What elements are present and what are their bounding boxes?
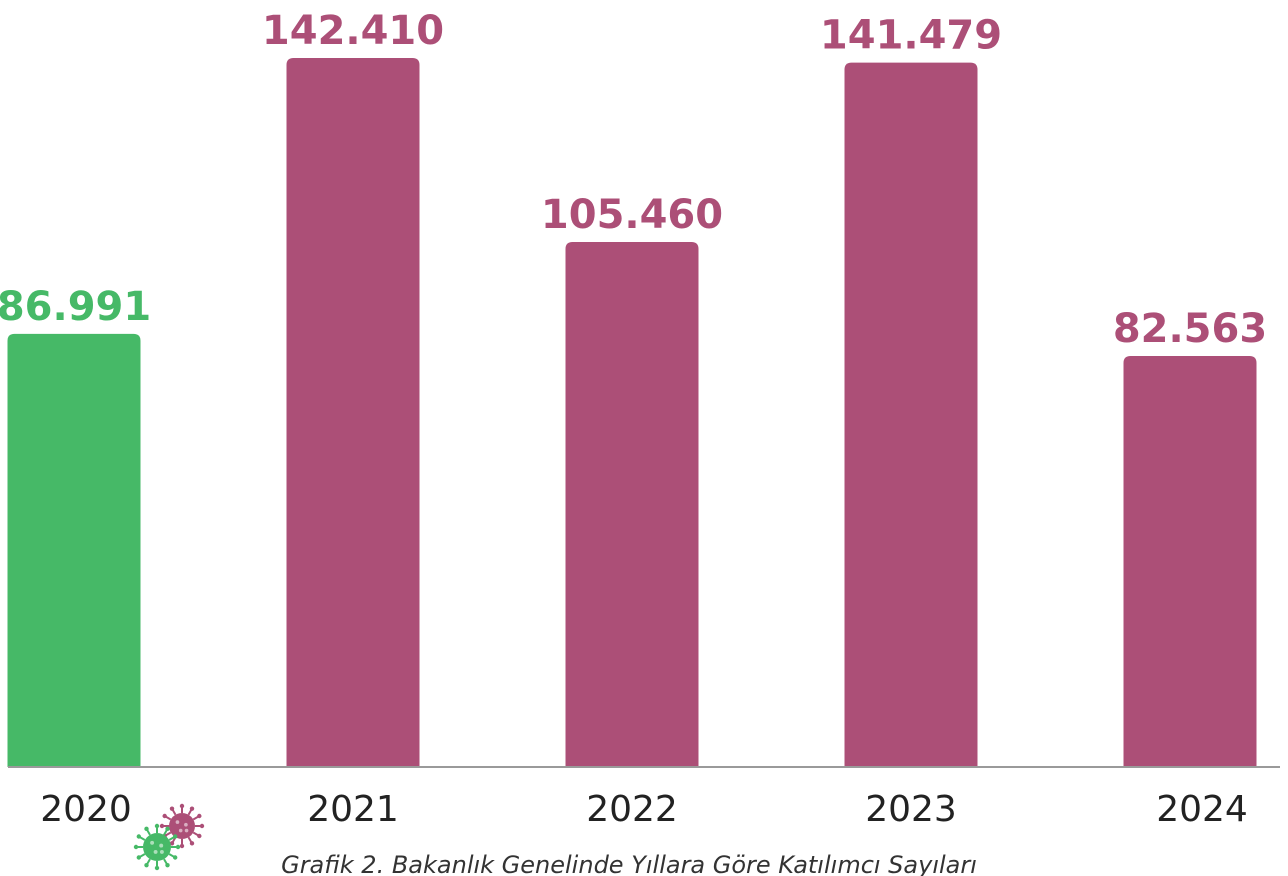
bar-2022 [565, 241, 699, 768]
figure-caption: Grafik 2. Bakanlık Genelinde Yıllara Gör… [281, 851, 977, 876]
bars-layer [7, 58, 1257, 768]
value-label-2024: 82.563 [1113, 306, 1267, 352]
virus-annotation [133, 803, 205, 871]
x-tick-label-2022: 2022 [586, 789, 678, 830]
x-tick-label-2021: 2021 [307, 789, 399, 830]
bar-2020 [7, 333, 141, 767]
bar-2024 [1123, 355, 1257, 767]
bar-2021 [286, 58, 420, 767]
value-label-2022: 105.460 [541, 192, 723, 238]
x-tick-label-2024: 2024 [1156, 789, 1248, 830]
bar-2023 [844, 62, 978, 767]
value-labels-layer: 86.991 142.410 105.460 141.479 82.563 [0, 8, 1267, 352]
value-label-2023: 141.479 [820, 13, 1002, 59]
value-label-2021: 142.410 [262, 8, 444, 54]
tick-labels-layer: 2020 2021 2022 2023 2024 [40, 789, 1248, 830]
virus-icon [133, 823, 181, 871]
x-tick-label-2020: 2020 [40, 789, 132, 830]
x-tick-label-2023: 2023 [865, 789, 957, 830]
virus-icon [159, 803, 205, 849]
value-label-2020: 86.991 [0, 284, 151, 330]
